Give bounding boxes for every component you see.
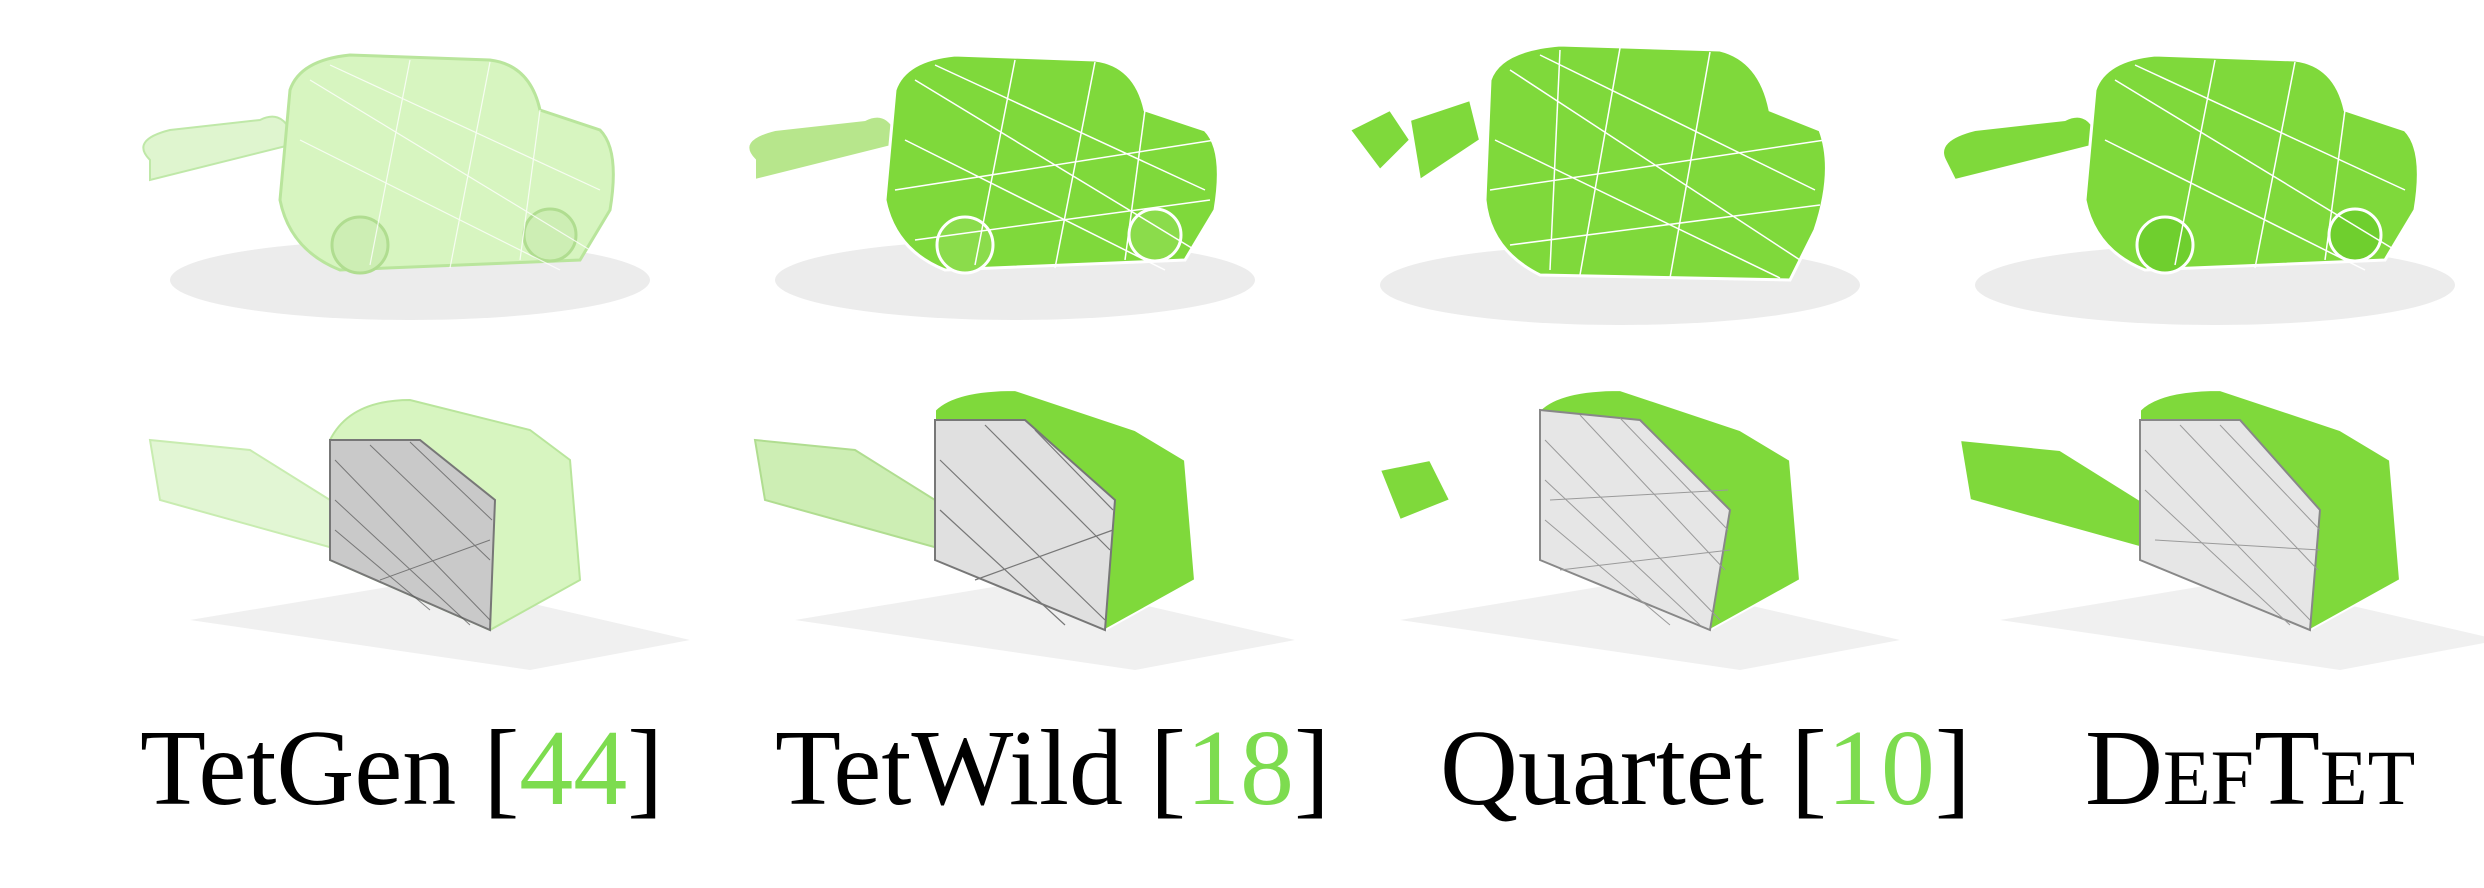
- deftet-full-render: [1915, 20, 2475, 350]
- label-quartet: Quartet [10]: [1440, 715, 1971, 823]
- car-mesh-image: [747, 53, 1255, 320]
- citation-link[interactable]: 10: [1826, 709, 1935, 828]
- deftet-cutaway-render: [1940, 380, 2484, 690]
- label-deftet: DEFTET: [2085, 715, 2415, 823]
- method-labels: TetGen [44] TetWild [18] Quartet [10] DE…: [0, 715, 2484, 865]
- method-name: TetWild: [775, 709, 1150, 828]
- tetgen-full-render: [110, 20, 670, 350]
- car-mesh-image: [1348, 43, 1860, 325]
- tetwild-cutaway-render: [735, 380, 1295, 690]
- quartet-full-render: [1320, 20, 1880, 350]
- method-name-part: T: [2254, 709, 2321, 828]
- method-name-part: ET: [2320, 734, 2416, 821]
- citation-link[interactable]: 44: [519, 709, 628, 828]
- method-name-part: EF: [2163, 734, 2255, 821]
- bracket-open: [: [483, 709, 520, 828]
- car-cutaway-image: [148, 398, 690, 670]
- car-cutaway-image: [753, 388, 1295, 670]
- tetgen-cutaway-render: [130, 380, 690, 690]
- method-name-part: D: [2085, 709, 2163, 828]
- bracket-open: [: [1790, 709, 1827, 828]
- method-name: TetGen: [140, 709, 484, 828]
- car-mesh-image: [142, 53, 650, 320]
- tetwild-full-render: [715, 20, 1275, 350]
- label-tetwild: TetWild [18]: [775, 715, 1330, 823]
- quartet-cutaway-render: [1340, 380, 1900, 690]
- citation-link[interactable]: 18: [1185, 709, 1294, 828]
- bracket-close: ]: [627, 709, 664, 828]
- car-mesh-image: [1942, 53, 2455, 325]
- car-cutaway-image: [1958, 388, 2484, 670]
- bracket-close: ]: [1934, 709, 1971, 828]
- method-name: Quartet: [1440, 709, 1791, 828]
- bracket-open: [: [1150, 709, 1186, 828]
- label-tetgen: TetGen [44]: [140, 715, 663, 823]
- car-cutaway-image: [1378, 388, 1900, 670]
- bracket-close: ]: [1293, 709, 1330, 828]
